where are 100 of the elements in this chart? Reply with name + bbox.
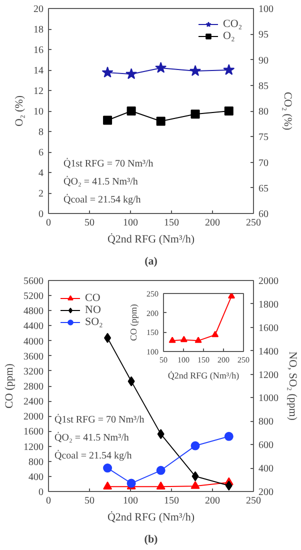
y-tick-label: 250 [146, 290, 158, 298]
x-tick-label: 0 [46, 218, 51, 228]
annotation: Q̇O₂ = 41.5 Nm³/h [54, 432, 129, 444]
point [104, 332, 112, 343]
annotation: Q̇coal = 21.54 kg/h [64, 194, 141, 206]
y-axis-title: CO (ppm) [128, 304, 138, 341]
point [224, 106, 234, 116]
y-tick-label: 20 [34, 4, 44, 15]
y-tick-label: 2 [38, 188, 44, 200]
y-tick-label: 10 [34, 106, 44, 118]
y-tick-label: 2800 [24, 382, 44, 392]
x-tick-label: 50 [84, 496, 94, 506]
y-tick-label: 0 [38, 487, 44, 498]
y2-tick-label: 95 [258, 30, 268, 41]
point [126, 478, 136, 488]
x-tick-label: 250 [238, 356, 250, 364]
point [156, 116, 166, 126]
y-tick-label: 2000 [24, 412, 44, 423]
point [168, 336, 176, 343]
y-tick-label: 3200 [24, 366, 44, 378]
y-tick-label: 5200 [24, 291, 44, 302]
y-tick-label: 100 [146, 348, 158, 356]
point [190, 441, 200, 450]
y-tick-label: 3600 [24, 351, 44, 362]
x-tick-label: 50 [84, 218, 94, 228]
legend-label: CO₂ [223, 18, 243, 30]
y-tick-label: 4000 [24, 336, 44, 348]
y-tick-label: 4 [38, 168, 44, 179]
y2-tick-label: 80 [258, 106, 268, 118]
y-tick-label: 0 [38, 209, 44, 220]
y-tick-label: 14 [34, 66, 44, 76]
y-tick-label: 18 [34, 24, 44, 36]
point [126, 106, 136, 116]
y2-tick-label: 1600 [258, 322, 278, 334]
x-tick-label: 100 [123, 218, 138, 228]
point [225, 480, 232, 491]
y-tick-label: 800 [28, 456, 44, 468]
y2-tick-label: 800 [258, 416, 274, 428]
point [156, 466, 166, 475]
legend-label: O₂ [223, 30, 236, 42]
x-tick-label: 200 [205, 218, 220, 228]
point [180, 336, 188, 342]
annotation: Q̇1st RFG = 70 Nm³/h [64, 158, 154, 170]
x-tick-label: 150 [164, 218, 179, 228]
y-tick-label: 2400 [24, 396, 44, 408]
y-tick-label: 8 [38, 127, 44, 138]
point [190, 110, 200, 119]
x-tick-label: 150 [198, 356, 210, 364]
legend-label: CO [85, 292, 102, 304]
legend-label: NO [85, 304, 102, 316]
y-axis-title: CO (ppm) [4, 363, 16, 408]
y2-axis-title: NO, SO₂ (ppm) [286, 352, 298, 421]
text: (a) [144, 256, 158, 268]
y2-tick-label: 60 [258, 209, 268, 220]
y-tick-label: 1600 [24, 426, 44, 438]
y2-tick-label: 2000 [258, 276, 278, 287]
y2-tick-label: 90 [258, 55, 268, 66]
y-tick-label: 4400 [24, 321, 44, 332]
y2-tick-label: 1000 [258, 393, 278, 404]
point [157, 429, 164, 440]
point [128, 376, 135, 386]
y2-tick-label: 70 [258, 158, 268, 169]
y-tick-label: 6 [38, 148, 44, 158]
y2-tick-label: 1200 [258, 370, 278, 381]
x-axis-title: Q̇2nd RFG (Nm³/h) [107, 510, 195, 524]
annotation: Q̇1st RFG = 70 Nm³/h [54, 414, 144, 426]
y2-tick-label: 85 [258, 80, 268, 92]
x-tick-label: 150 [164, 496, 179, 506]
y2-axis-title: CO₂ (%) [282, 92, 294, 131]
y-tick-label: 4800 [24, 306, 44, 318]
y-tick-label: 150 [146, 328, 158, 338]
point [192, 471, 199, 482]
x-tick-label: 250 [246, 218, 261, 228]
annotation: Q̇O₂ = 41.5 Nm³/h [64, 176, 138, 188]
y2-tick-label: 1800 [258, 299, 278, 310]
y-tick-label: 12 [34, 86, 44, 97]
y-axis-title: O₂ (%) [14, 95, 26, 127]
point [103, 464, 112, 473]
y-tick-label: 16 [34, 45, 44, 56]
x-tick-label: 0 [46, 496, 51, 506]
y-tick-label: 400 [28, 472, 44, 483]
x-tick-label: 50 [160, 356, 168, 364]
point [224, 432, 234, 441]
point [228, 294, 235, 298]
x-tick-label: 100 [123, 496, 138, 506]
y2-tick-label: 600 [258, 440, 274, 452]
y-tick-label: 200 [146, 308, 158, 318]
y2-tick-label: 1400 [258, 346, 278, 358]
x-tick-label: 200 [205, 496, 220, 506]
y2-tick-label: 200 [258, 487, 274, 498]
y2-tick-label: 400 [258, 464, 274, 475]
x-axis-title: Q̇2nd RFG (Nm³/h) [107, 232, 195, 246]
x-axis-title: Q̇2nd RFG (Nm³/h) [168, 370, 240, 380]
point [103, 116, 112, 125]
x-tick-label: 250 [246, 496, 261, 506]
x-tick-label: 100 [178, 356, 190, 364]
annotation: Q̇coal = 21.54 kg/h [54, 450, 132, 462]
point [194, 336, 202, 343]
text: (b) [144, 534, 158, 546]
y-tick-label: 1200 [24, 442, 44, 453]
